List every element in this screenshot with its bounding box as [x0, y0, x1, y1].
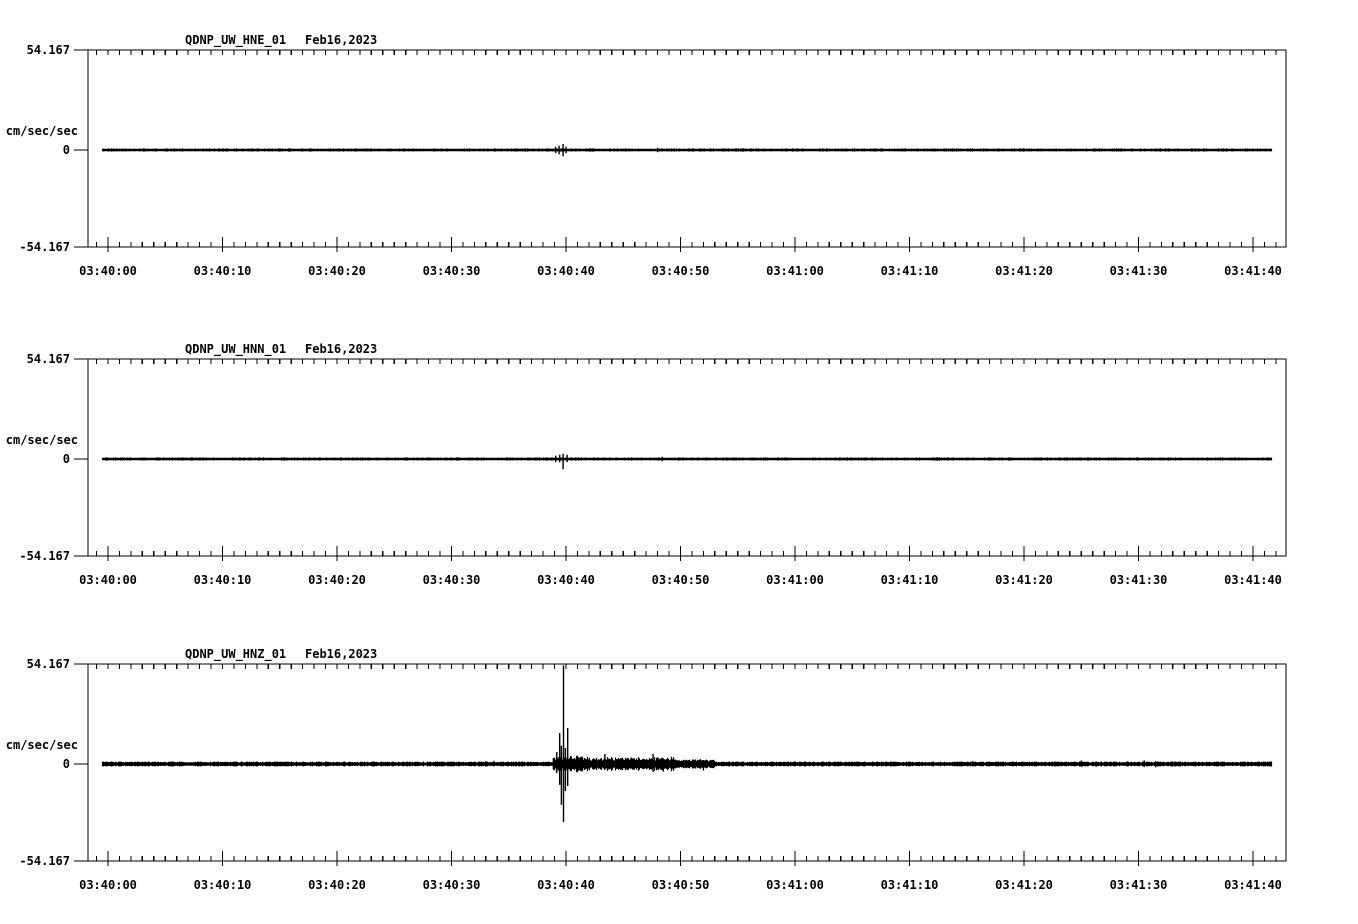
x-tick-label: 03:41:00	[766, 878, 824, 892]
x-tick-label: 03:41:30	[1109, 573, 1168, 587]
x-minor-ticks-top	[95, 50, 1277, 55]
x-ticks-bottom	[95, 546, 1277, 561]
waveform-spikes-hnz	[130, 665, 1260, 822]
x-tick-label: 03:41:00	[766, 264, 824, 278]
date-label: Feb16,2023	[305, 647, 378, 661]
y-ticks	[74, 49, 88, 248]
y-zero-label: 0	[62, 143, 70, 157]
date-label: Feb16,2023	[305, 342, 378, 356]
station-title: QDNP_UW_HNN_01	[185, 342, 287, 356]
waveform-trace-hne	[101, 148, 1273, 152]
x-tick-label: 03:41:30	[1109, 878, 1168, 892]
y-min-label: -54.167	[19, 854, 70, 868]
y-ticks	[74, 663, 88, 862]
seismogram-panel-hnn: QDNP_UW_HNN_01 Feb16,2023 54.167 cm/sec/…	[0, 342, 1358, 604]
x-tick-label: 03:40:30	[422, 878, 481, 892]
y-unit-label: cm/sec/sec	[5, 124, 78, 138]
x-tick-label: 03:41:00	[766, 573, 824, 587]
y-unit-label: cm/sec/sec	[5, 433, 78, 447]
x-tick-label: 03:41:20	[995, 573, 1053, 587]
waveform-spikes-hne	[555, 144, 701, 157]
y-zero-label: 0	[62, 452, 70, 466]
x-tick-label: 03:40:20	[308, 264, 366, 278]
x-tick-label: 03:40:20	[308, 573, 366, 587]
y-min-label: -54.167	[19, 240, 70, 254]
station-title: QDNP_UW_HNZ_01	[185, 647, 287, 661]
x-tick-label: 03:40:20	[308, 878, 366, 892]
seismogram-panel-hne: QDNP_UW_HNE_01 Feb16,2023 54.167 cm/sec/…	[0, 33, 1358, 295]
y-max-label: 54.167	[26, 43, 70, 57]
x-tick-label: 03:40:40	[537, 573, 595, 587]
x-tick-label: 03:40:00	[79, 878, 137, 892]
x-tick-label: 03:40:50	[651, 573, 710, 587]
x-tick-label: 03:40:30	[422, 573, 481, 587]
x-tick-label: 03:41:10	[880, 264, 939, 278]
x-tick-label: 03:41:30	[1109, 264, 1168, 278]
x-tick-label: 03:41:10	[880, 573, 939, 587]
x-tick-label: 03:40:10	[193, 573, 252, 587]
y-min-label: -54.167	[19, 549, 70, 563]
y-ticks	[74, 358, 88, 557]
x-tick-label: 03:41:10	[880, 878, 939, 892]
date-label: Feb16,2023	[305, 33, 378, 47]
x-tick-label: 03:40:50	[651, 878, 710, 892]
x-tick-label: 03:40:00	[79, 573, 137, 587]
x-tick-label: 03:41:40	[1224, 878, 1282, 892]
x-tick-label: 03:41:20	[995, 264, 1053, 278]
x-ticks-bottom	[95, 851, 1277, 866]
x-tick-label: 03:40:40	[537, 878, 595, 892]
x-minor-ticks-top	[95, 359, 1277, 364]
y-max-label: 54.167	[26, 352, 70, 366]
y-zero-label: 0	[62, 757, 70, 771]
x-tick-label: 03:40:10	[193, 264, 252, 278]
x-tick-label: 03:41:40	[1224, 264, 1282, 278]
x-tick-label: 03:41:40	[1224, 573, 1282, 587]
x-tick-label: 03:40:30	[422, 264, 481, 278]
x-tick-label: 03:41:20	[995, 878, 1053, 892]
waveform-trace-hnn	[101, 457, 1273, 461]
y-unit-label: cm/sec/sec	[5, 738, 78, 752]
x-tick-label: 03:40:00	[79, 264, 137, 278]
waveform-spikes-hnn	[555, 453, 663, 470]
x-tick-label: 03:40:50	[651, 264, 710, 278]
x-tick-label: 03:40:40	[537, 264, 595, 278]
seismogram-panel-hnz: QDNP_UW_HNZ_01 Feb16,2023 54.167 cm/sec/…	[0, 647, 1358, 909]
y-max-label: 54.167	[26, 657, 70, 671]
x-minor-ticks-top	[95, 664, 1277, 669]
station-title: QDNP_UW_HNE_01	[185, 33, 287, 47]
x-tick-label: 03:40:10	[193, 878, 252, 892]
x-ticks-bottom	[95, 237, 1277, 252]
